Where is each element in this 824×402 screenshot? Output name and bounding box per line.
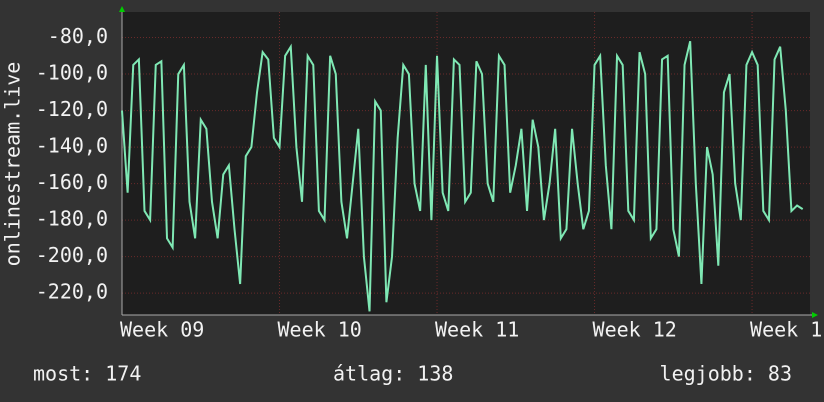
y-tick-label: -160,0 [36,170,108,194]
x-tick-label: Week 11 [435,318,519,342]
x-axis-arrow [812,312,818,318]
y-axis-title: onlinestream.live [1,62,25,267]
y-axis-arrow [119,6,125,12]
y-tick-label: -100,0 [36,61,108,85]
y-tick-label: -120,0 [36,97,108,121]
y-tick-label: -180,0 [36,207,108,231]
stat-best: legjobb: 83 [660,362,792,386]
y-tick-label: -80,0 [48,24,108,48]
y-tick-label: -220,0 [36,280,108,304]
data-line [121,40,804,312]
x-tick-label: Week 1 [750,318,822,342]
y-tick-label: -200,0 [36,243,108,267]
stat-average: átlag: 138 [333,362,453,386]
x-tick-label: Week 10 [278,318,362,342]
x-tick-label: Week 12 [593,318,677,342]
y-tick-label: -140,0 [36,134,108,158]
x-tick-label: Week 09 [120,318,204,342]
stat-current: most: 174 [33,362,141,386]
